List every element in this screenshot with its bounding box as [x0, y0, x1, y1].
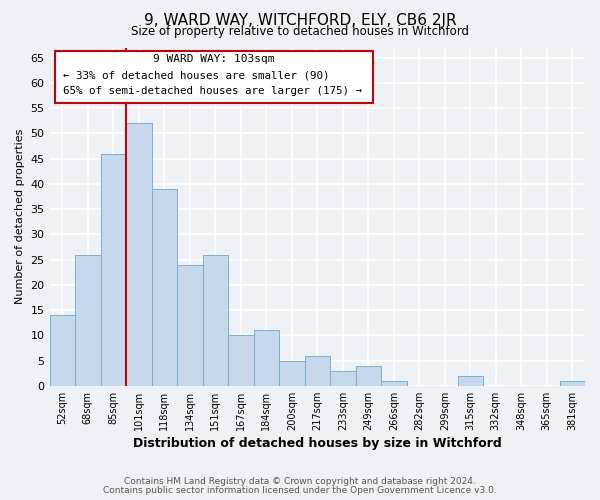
Text: ← 33% of detached houses are smaller (90): ← 33% of detached houses are smaller (90…	[63, 70, 329, 81]
Bar	[75, 254, 101, 386]
Bar	[203, 254, 228, 386]
Text: 9, WARD WAY, WITCHFORD, ELY, CB6 2JR: 9, WARD WAY, WITCHFORD, ELY, CB6 2JR	[143, 12, 457, 28]
Text: Contains HM Land Registry data © Crown copyright and database right 2024.: Contains HM Land Registry data © Crown c…	[124, 477, 476, 486]
Bar	[305, 356, 330, 386]
Text: 65% of semi-detached houses are larger (175) →: 65% of semi-detached houses are larger (…	[63, 86, 362, 97]
Bar	[177, 264, 203, 386]
Bar	[330, 370, 356, 386]
Text: Contains public sector information licensed under the Open Government Licence v3: Contains public sector information licen…	[103, 486, 497, 495]
Bar	[126, 123, 152, 386]
Bar	[152, 189, 177, 386]
Bar	[560, 381, 585, 386]
Bar	[356, 366, 381, 386]
Bar	[50, 315, 75, 386]
X-axis label: Distribution of detached houses by size in Witchford: Distribution of detached houses by size …	[133, 437, 502, 450]
Y-axis label: Number of detached properties: Number of detached properties	[15, 129, 25, 304]
Text: Size of property relative to detached houses in Witchford: Size of property relative to detached ho…	[131, 25, 469, 38]
FancyBboxPatch shape	[55, 51, 373, 104]
Bar	[254, 330, 279, 386]
Bar	[458, 376, 483, 386]
Bar	[101, 154, 126, 386]
Bar	[381, 381, 407, 386]
Bar	[228, 336, 254, 386]
Text: 9 WARD WAY: 103sqm: 9 WARD WAY: 103sqm	[154, 54, 275, 64]
Bar	[279, 360, 305, 386]
